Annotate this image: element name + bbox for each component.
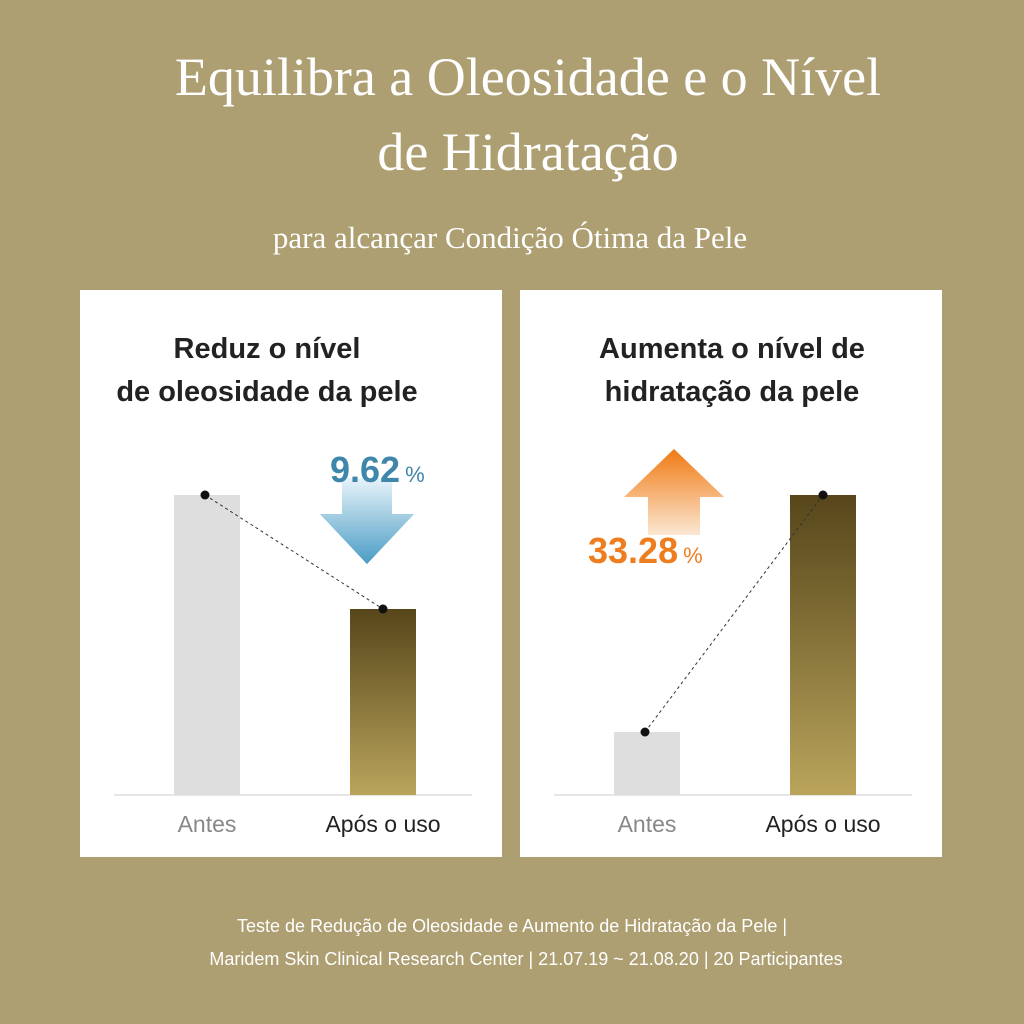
change-unit: %	[405, 462, 425, 487]
value-dot	[640, 727, 650, 737]
value-dot	[200, 490, 210, 500]
panel-title: hidratação da pele	[605, 376, 860, 408]
x-tick-label: Antes	[618, 811, 677, 837]
connector	[204, 494, 384, 610]
arrow	[320, 478, 414, 564]
connector	[644, 494, 824, 733]
change-label: 9.62%	[330, 449, 425, 490]
change-unit: %	[683, 543, 703, 568]
x-tick-label: Após o uso	[765, 811, 880, 837]
change-label: 33.28%	[588, 530, 703, 571]
panel	[80, 290, 502, 857]
title: de Hidratação	[377, 122, 678, 182]
change-value: 33.28	[588, 530, 678, 571]
panel-title: Aumenta o nível de	[599, 333, 865, 365]
panel	[520, 290, 942, 857]
x-tick-label: Antes	[178, 811, 237, 837]
bar	[174, 495, 240, 795]
bar	[614, 732, 680, 795]
bar	[350, 609, 416, 795]
bar	[790, 495, 856, 795]
footnote: Maridem Skin Clinical Research Center | …	[209, 949, 842, 969]
footnote: Teste de Redução de Oleosidade e Aumento…	[237, 916, 787, 936]
title: Equilibra a Oleosidade e o Nível	[175, 47, 881, 107]
change-value: 9.62	[330, 449, 400, 490]
arrow	[624, 449, 724, 535]
panel-title: de oleosidade da pele	[116, 376, 417, 408]
x-tick-label: Após o uso	[325, 811, 440, 837]
value-dot	[818, 490, 828, 500]
panel-title: Reduz o nível	[174, 333, 361, 365]
value-dot	[378, 604, 388, 614]
subtitle: para alcançar Condição Ótima da Pele	[273, 220, 747, 255]
